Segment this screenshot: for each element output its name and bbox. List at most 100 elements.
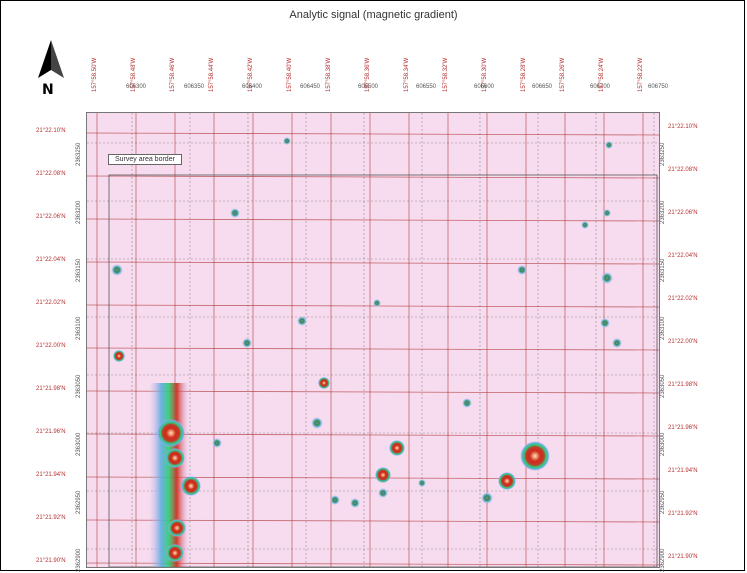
northing-label: 2363000 — [660, 432, 666, 456]
minor-anomaly — [212, 438, 222, 448]
easting-label: 606350 — [184, 84, 205, 90]
magnetic-anomaly — [113, 350, 125, 362]
minor-anomaly — [601, 272, 613, 284]
minor-anomaly — [350, 498, 360, 508]
northing-label: 2363050 — [660, 374, 666, 398]
minor-anomaly — [378, 488, 388, 498]
northing-label: 2362900 — [660, 548, 666, 572]
longitude-label: 157°58.46'W — [170, 57, 176, 92]
easting-label: 606750 — [648, 84, 669, 90]
northing-label: 2363150 — [660, 258, 666, 282]
minor-anomaly — [283, 137, 291, 145]
northing-label: 2362900 — [76, 548, 82, 572]
minor-anomaly — [462, 398, 472, 408]
latitude-label: 21°21.90'N — [668, 554, 698, 560]
longitude-label: 157°58.44'W — [209, 57, 215, 92]
latitude-label: 21°22.00'N — [36, 343, 66, 349]
latitude-label: 21°21.90'N — [36, 558, 66, 564]
longitude-label: 157°58.26'W — [560, 57, 566, 92]
magnetic-anomaly — [181, 476, 201, 496]
northing-label: 2363000 — [76, 432, 82, 456]
minor-anomaly — [481, 492, 493, 504]
magnetic-map[interactable] — [86, 112, 660, 568]
north-label: N — [42, 82, 54, 98]
easting-label: 606400 — [242, 84, 263, 90]
minor-anomaly — [600, 318, 610, 328]
easting-label: 606700 — [590, 84, 611, 90]
minor-anomaly — [111, 264, 123, 276]
northing-label: 2363200 — [76, 200, 82, 224]
easting-label: 606550 — [416, 84, 437, 90]
latitude-gridline — [87, 347, 659, 351]
easting-label: 606500 — [358, 84, 379, 90]
latitude-label: 21°22.02'N — [668, 296, 698, 302]
latitude-label: 21°22.08'N — [668, 167, 698, 173]
northing-label: 2363100 — [660, 316, 666, 340]
magnetic-anomaly — [520, 441, 550, 471]
northing-label: 2363100 — [76, 316, 82, 340]
latitude-label: 21°22.08'N — [36, 171, 66, 177]
longitude-label: 157°58.28'W — [521, 57, 527, 92]
latitude-label: 21°22.00'N — [668, 339, 698, 345]
magnetic-anomaly — [318, 377, 330, 389]
latitude-gridline — [87, 132, 659, 136]
latitude-label: 21°21.98'N — [36, 386, 66, 392]
north-arrow-icon — [38, 40, 64, 78]
magnetic-anomaly — [168, 519, 186, 537]
magnetic-anomaly — [389, 440, 405, 456]
minor-anomaly — [581, 221, 589, 229]
northing-label: 2363250 — [76, 142, 82, 166]
minor-anomaly — [603, 209, 611, 217]
longitude-label: 157°58.40'W — [287, 57, 293, 92]
map-canvas — [87, 113, 659, 567]
easting-label: 606300 — [126, 84, 147, 90]
minor-anomaly — [311, 417, 323, 429]
longitude-label: 157°58.50'W — [92, 57, 98, 92]
latitude-label: 21°22.02'N — [36, 300, 66, 306]
easting-label: 606450 — [300, 84, 321, 90]
map-title: Analytic signal (magnetic gradient) — [289, 9, 458, 21]
northing-label: 2362950 — [76, 490, 82, 514]
minor-anomaly — [605, 141, 613, 149]
minor-anomaly — [330, 495, 340, 505]
northing-label: 2363250 — [660, 142, 666, 166]
latitude-label: 21°21.96'N — [36, 429, 66, 435]
minor-anomaly — [242, 338, 252, 348]
northing-label: 2363200 — [660, 200, 666, 224]
magnetic-anomaly — [498, 472, 516, 490]
latitude-label: 21°21.92'N — [668, 511, 698, 517]
magnetic-anomaly — [157, 419, 185, 447]
latitude-label: 21°21.98'N — [668, 382, 698, 388]
longitude-label: 157°58.34'W — [404, 57, 410, 92]
latitude-gridline — [87, 218, 659, 222]
longitude-label: 157°58.32'W — [443, 57, 449, 92]
minor-anomaly — [373, 299, 381, 307]
minor-anomaly — [230, 208, 240, 218]
latitude-label: 21°21.92'N — [36, 515, 66, 521]
survey-area-border — [108, 174, 658, 567]
easting-label: 606600 — [474, 84, 495, 90]
northing-label: 2363150 — [76, 258, 82, 282]
latitude-label: 21°22.04'N — [668, 253, 698, 259]
minor-anomaly — [418, 479, 426, 487]
latitude-label: 21°21.94'N — [668, 468, 698, 474]
latitude-gridline — [87, 304, 659, 308]
latitude-label: 21°22.04'N — [36, 257, 66, 263]
northing-label: 2363050 — [76, 374, 82, 398]
survey-area-legend: Survey area border — [108, 154, 182, 165]
latitude-label: 21°22.10'N — [668, 124, 698, 130]
magnetic-anomaly — [375, 467, 391, 483]
minor-anomaly — [612, 338, 622, 348]
latitude-label: 21°22.06'N — [36, 214, 66, 220]
minor-anomaly — [517, 265, 527, 275]
northing-label: 2362950 — [660, 490, 666, 514]
latitude-label: 21°22.06'N — [668, 210, 698, 216]
easting-label: 606650 — [532, 84, 553, 90]
latitude-label: 21°21.94'N — [36, 472, 66, 478]
latitude-gridline — [87, 175, 659, 179]
latitude-gridline — [87, 261, 659, 265]
longitude-label: 157°58.38'W — [326, 57, 332, 92]
anomaly-stripe — [149, 383, 189, 567]
longitude-label: 157°58.22'W — [638, 57, 644, 92]
latitude-label: 21°21.96'N — [668, 425, 698, 431]
